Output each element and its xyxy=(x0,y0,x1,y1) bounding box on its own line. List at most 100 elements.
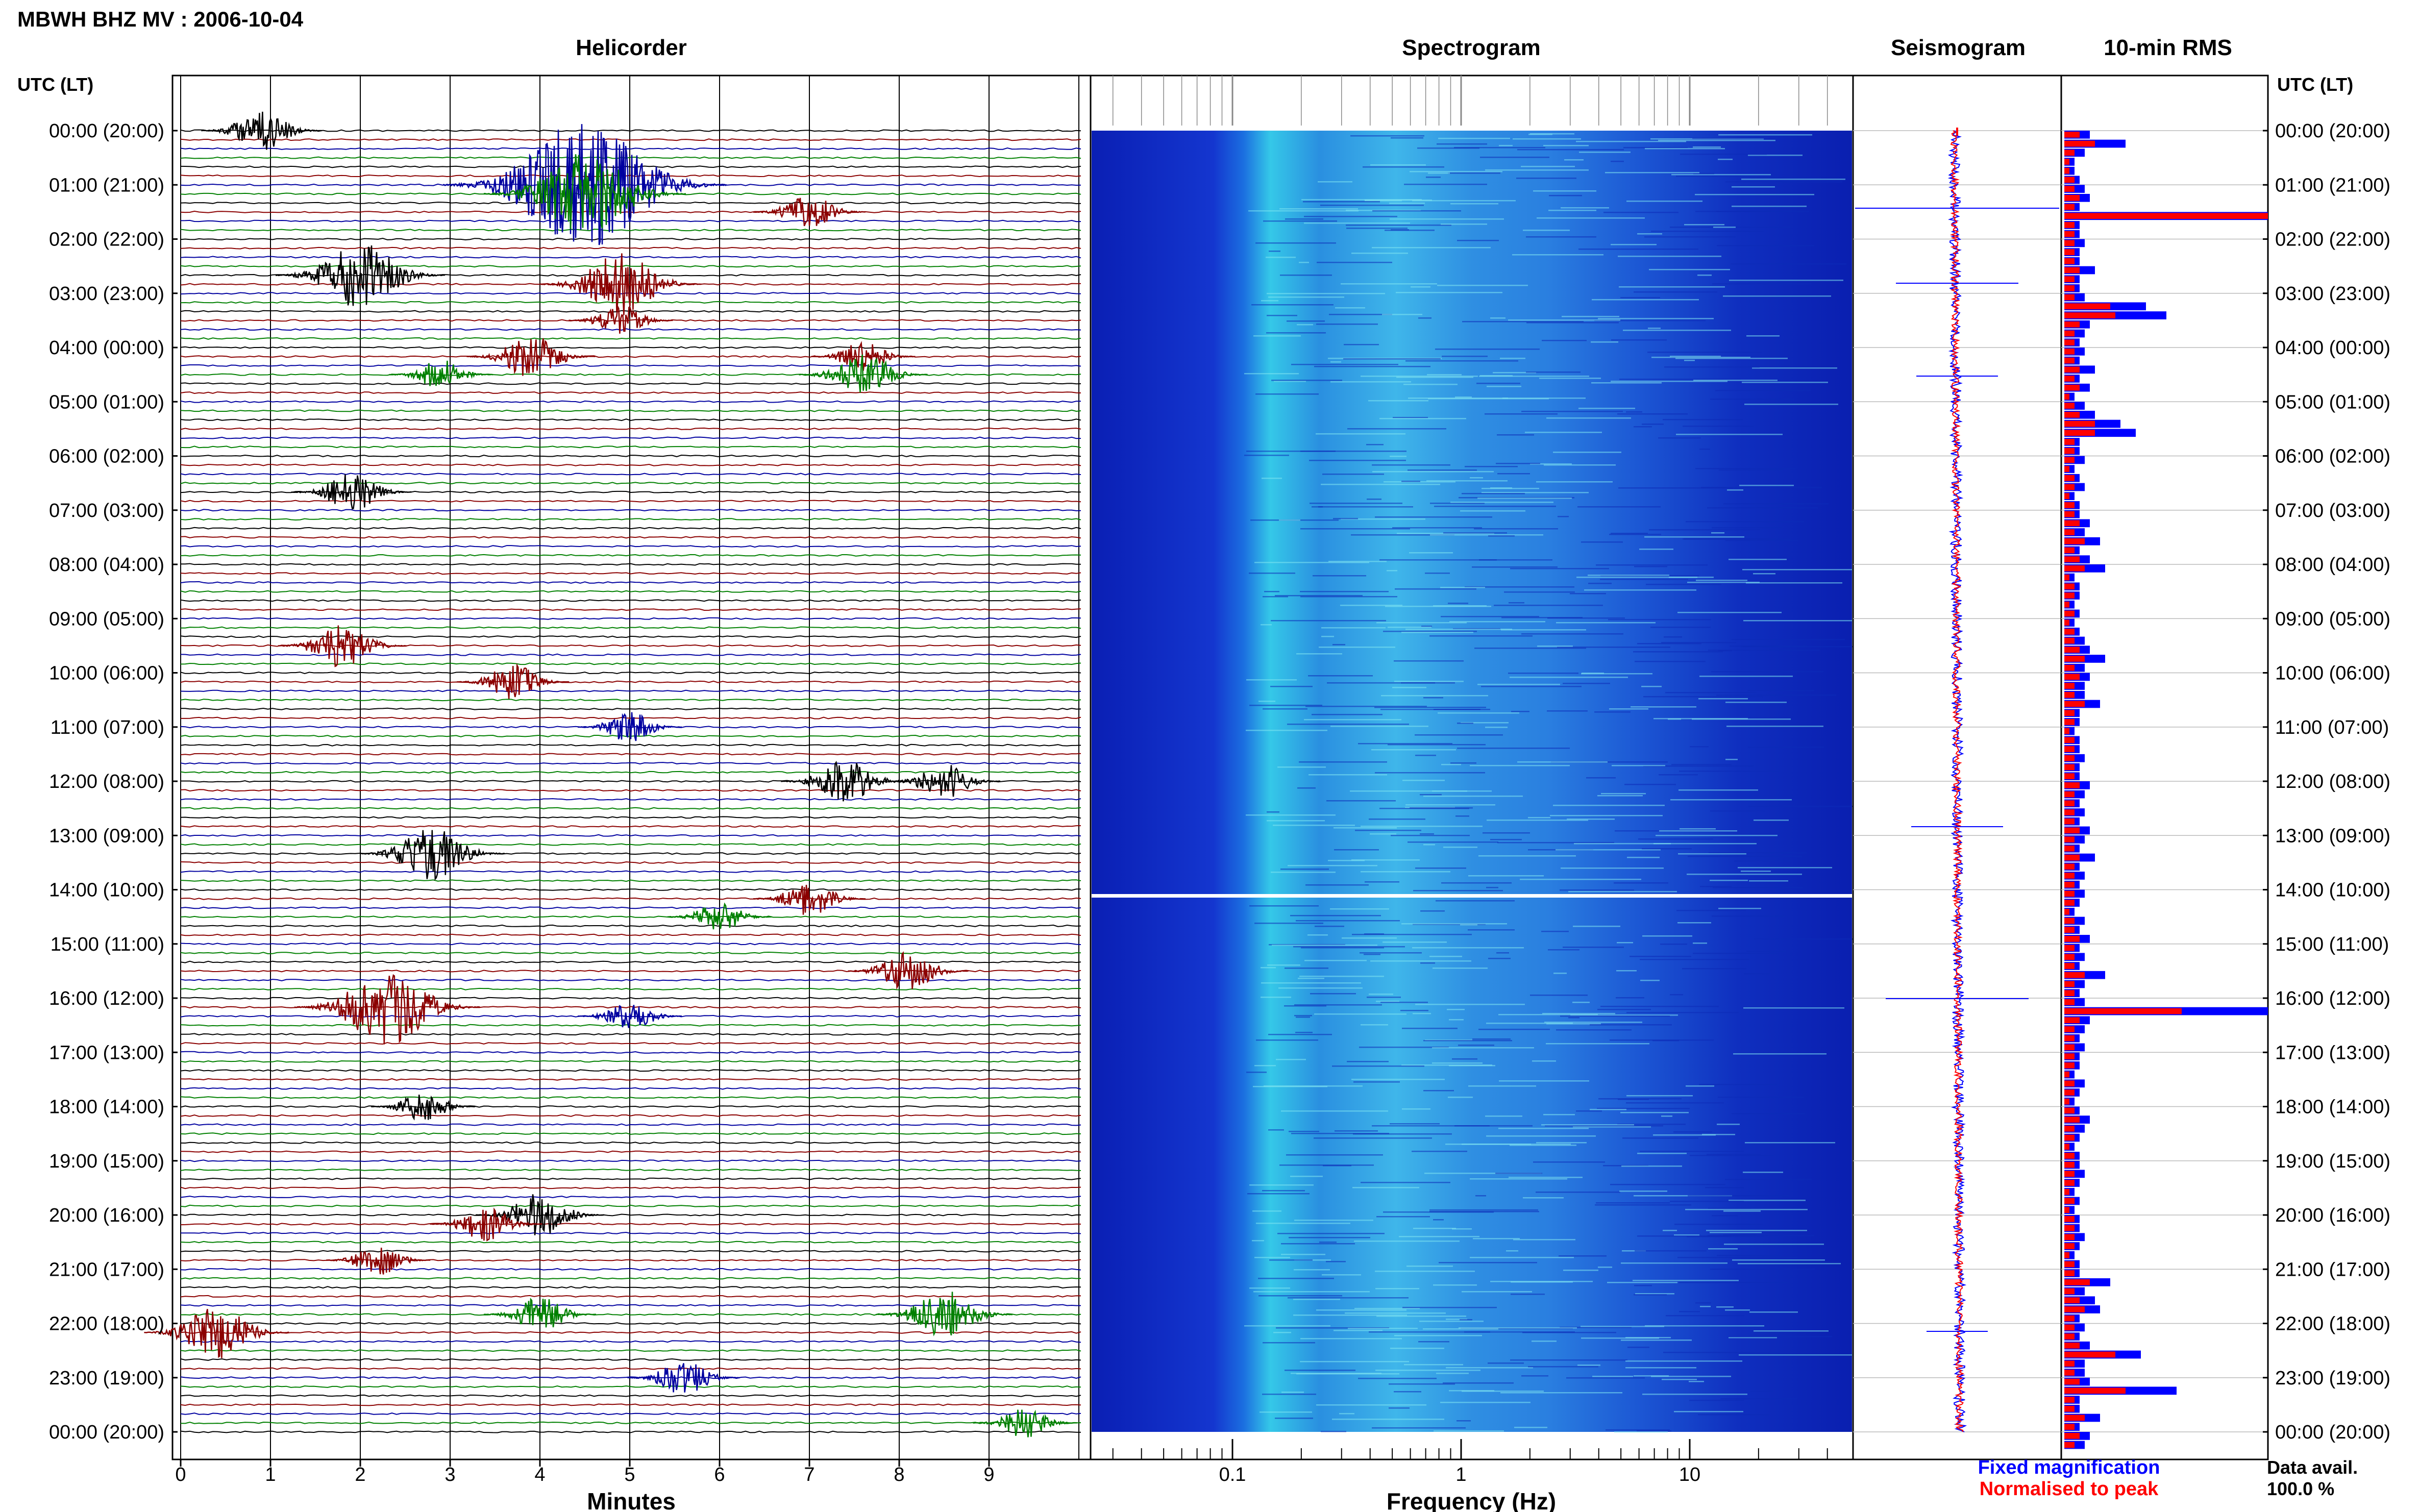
spectrogram-texture xyxy=(1689,1400,1744,1401)
spectrogram-texture xyxy=(1679,771,1780,772)
spectrogram-texture xyxy=(1296,653,1342,655)
spectrogram-texture xyxy=(1447,1009,1465,1010)
rms-bar-normalised xyxy=(2064,818,2075,825)
rms-bar-normalised xyxy=(2064,511,2075,517)
spectrogram-texture xyxy=(1594,320,1706,321)
spectrogram-texture xyxy=(1460,1319,1472,1321)
spectrogram-texture xyxy=(1389,1383,1455,1385)
time-label: 00:00 (20:00) xyxy=(2275,120,2390,142)
helicorder-trace xyxy=(180,1141,1081,1144)
spectrogram-texture xyxy=(1739,1354,1853,1356)
spectrogram-texture xyxy=(1264,1085,1363,1087)
rms-bar-normalised xyxy=(2064,1071,2069,1078)
helicorder-trace xyxy=(180,445,1081,449)
spectrogram-texture xyxy=(1249,1287,1290,1289)
spectrogram-texture xyxy=(1381,695,1488,697)
spectrogram-gap xyxy=(1092,894,1852,898)
spectrogram-texture xyxy=(1690,1155,1773,1156)
spectrogram-texture xyxy=(1576,141,1686,142)
spectrogram-texture xyxy=(1741,871,1771,872)
spectrogram-texture xyxy=(1641,686,1662,687)
spectrogram-texture xyxy=(1671,174,1771,176)
spectrogram-texture xyxy=(1314,1137,1432,1139)
spectrogram-texture xyxy=(1650,627,1711,628)
spectrogram-texture xyxy=(1321,1431,1346,1432)
rms-bar-normalised xyxy=(2064,1405,2075,1412)
spectrogram-texture xyxy=(1301,947,1384,949)
helicorder-trace xyxy=(180,979,1081,982)
spectrogram-texture xyxy=(1723,503,1829,505)
spectrogram-texture xyxy=(1258,1295,1342,1297)
rms-panel xyxy=(2060,75,2269,1460)
spectrogram-texture xyxy=(1401,1064,1492,1066)
spectrogram-texture xyxy=(1608,619,1711,621)
spectrogram-texture xyxy=(1329,314,1392,315)
spectrogram-texture xyxy=(1278,987,1363,989)
spectrogram-texture xyxy=(1661,642,1736,643)
spectrogram-panel xyxy=(1090,75,1865,1460)
rms-bar-normalised xyxy=(2064,303,2110,310)
spectrogram-texture xyxy=(1361,1024,1388,1026)
rms-bar-normalised xyxy=(2064,1117,2080,1123)
rms-bar-normalised xyxy=(2064,836,2075,842)
spectrogram-texture xyxy=(1663,1352,1780,1353)
time-label: 00:00 (20:00) xyxy=(49,120,164,142)
spectrogram-texture xyxy=(1669,577,1714,578)
spectrogram-texture xyxy=(1420,910,1445,912)
spectrogram-texture xyxy=(1412,947,1524,949)
spectrogram-texture xyxy=(1729,559,1787,560)
helicorder-event xyxy=(848,951,969,990)
spectrogram-texture xyxy=(1665,692,1757,693)
spectrogram-texture xyxy=(1548,210,1596,211)
helicorder-trace xyxy=(180,662,1081,665)
spectrogram-texture xyxy=(1350,790,1467,792)
spectrogram-texture xyxy=(1246,1072,1267,1073)
spectrogram-texture xyxy=(1510,1359,1627,1361)
spectrogram-texture xyxy=(1390,456,1406,457)
spectrogram-texture xyxy=(1597,795,1643,797)
spectrogram-texture xyxy=(1712,527,1782,529)
rms-bar-normalised xyxy=(2064,1216,2075,1222)
spectrogram-texture xyxy=(1402,1108,1430,1110)
helicorder-trace xyxy=(180,1196,1081,1199)
spectrogram-texture xyxy=(1370,164,1426,166)
spectrogram-texture xyxy=(1322,1274,1361,1276)
helicorder-trace xyxy=(180,1223,1081,1226)
spectrogram-texture xyxy=(1391,137,1423,139)
helicorder-trace xyxy=(180,1322,1081,1325)
spectrogram-texture xyxy=(1533,190,1596,192)
spectrogram-texture xyxy=(1708,1208,1751,1209)
spectrogram-texture xyxy=(1438,138,1510,139)
rms-bar-normalised xyxy=(2064,773,2075,779)
spectrogram-texture xyxy=(1686,521,1804,523)
time-label: 11:00 (07:00) xyxy=(2275,717,2389,738)
rms-bar-normalised xyxy=(2064,565,2085,572)
spectrogram-texture xyxy=(1412,1151,1467,1152)
spectrogram-texture xyxy=(1542,1013,1615,1014)
helicorder-tick-label: 1 xyxy=(265,1464,276,1485)
spectrogram-texture xyxy=(1749,1311,1798,1313)
spectrogram-texture xyxy=(1753,573,1775,575)
spectrogram-texture xyxy=(1468,929,1515,931)
spectrogram-texture xyxy=(1369,1331,1490,1333)
spectrogram-texture xyxy=(1415,867,1466,869)
spectrogram-texture xyxy=(1690,746,1709,748)
helicorder-trace xyxy=(180,888,1081,891)
utc-label-right: UTC (LT) xyxy=(2277,74,2353,95)
rms-bar-normalised xyxy=(2064,186,2075,192)
helicorder-trace xyxy=(180,572,1081,575)
spectrogram-texture xyxy=(1454,1125,1533,1127)
spectrogram-texture xyxy=(1508,673,1578,674)
rms-bar-normalised xyxy=(2064,990,2075,996)
spectrogram-texture xyxy=(1321,484,1440,485)
spectrogram-texture xyxy=(1304,216,1397,217)
spectrogram-texture xyxy=(1622,1137,1698,1139)
helicorder-trace xyxy=(180,1340,1081,1343)
spectrogram-texture xyxy=(1304,719,1401,721)
spectrogram-texture xyxy=(1563,683,1610,684)
spectrogram-texture xyxy=(1480,375,1513,377)
helicorder-trace xyxy=(180,897,1081,900)
spectrogram-texture xyxy=(1396,377,1473,378)
spectrogram-tick-label: 1 xyxy=(1455,1464,1466,1485)
helicorder-trace xyxy=(180,1250,1081,1253)
